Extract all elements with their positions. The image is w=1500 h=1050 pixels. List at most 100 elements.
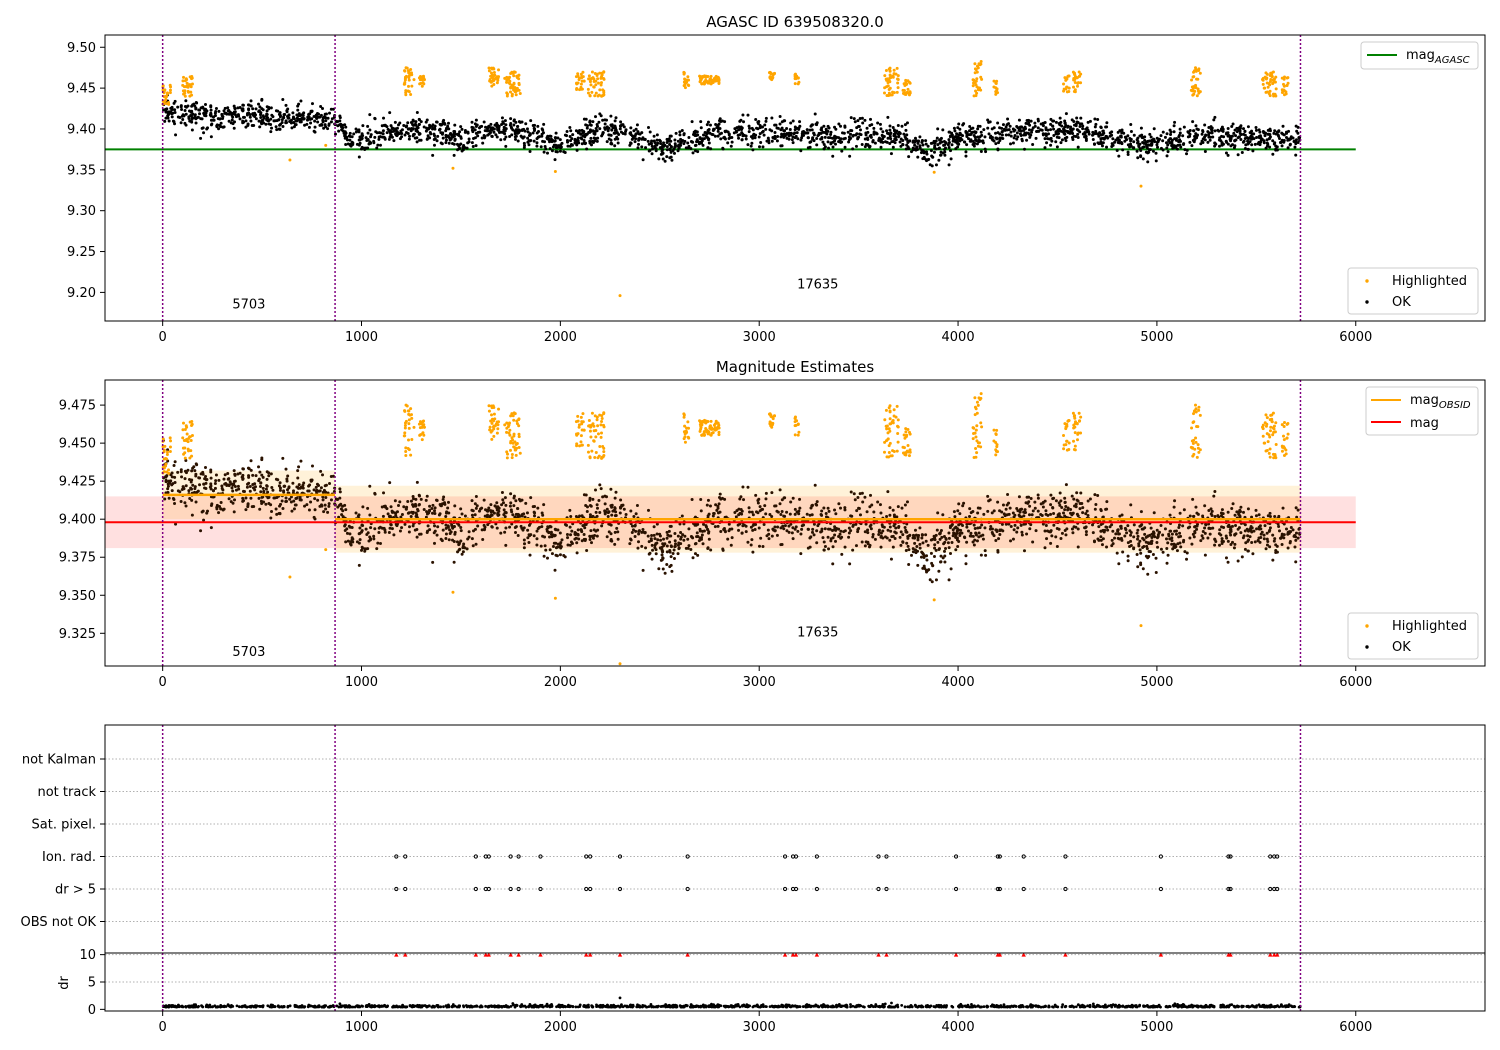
ok-point [211, 115, 215, 119]
ok-point [372, 537, 376, 541]
highlighted-point [980, 77, 984, 81]
ok-point [1096, 493, 1100, 497]
ok-point [582, 130, 586, 134]
ok-point [905, 143, 909, 147]
ok-point [388, 111, 392, 115]
ok-point [583, 135, 587, 139]
ok-point [1293, 145, 1297, 149]
ok-point [1172, 124, 1176, 128]
ok-point [348, 532, 352, 536]
ok-point [1268, 133, 1272, 137]
ok-point [1211, 135, 1215, 139]
ok-point [837, 136, 841, 140]
ok-point [1005, 128, 1009, 132]
highlighted-point [596, 81, 600, 85]
ok-point [665, 544, 669, 548]
ok-point [415, 110, 419, 114]
ok-point [1143, 135, 1147, 139]
ok-point [1126, 153, 1130, 157]
ok-point [969, 531, 973, 535]
ok-point [321, 120, 325, 124]
highlighted-point [907, 80, 911, 84]
ok-point [956, 509, 960, 513]
highlighted-point [975, 64, 979, 68]
ok-point [1060, 138, 1064, 142]
ok-point [377, 137, 381, 141]
ok-point [176, 470, 180, 474]
ok-point [1232, 146, 1236, 150]
ok-point [706, 130, 710, 134]
ok-point [1243, 133, 1247, 137]
ok-point [1004, 507, 1008, 511]
highlighted-point [884, 69, 888, 73]
highlighted-point [974, 79, 978, 83]
ok-point [1142, 538, 1146, 542]
highlighted-point [492, 71, 496, 75]
ok-point [766, 136, 770, 140]
ok-point [829, 130, 833, 134]
ok-point [1186, 130, 1190, 134]
ok-point [679, 531, 683, 535]
ok-point [453, 138, 457, 142]
ok-point [1063, 121, 1067, 125]
ok-point [1210, 509, 1214, 513]
ok-point [889, 137, 893, 141]
ok-point [441, 528, 445, 532]
highlighted-point [588, 80, 592, 84]
highlighted-point [182, 85, 186, 89]
ok-point [914, 139, 918, 143]
ok-point [756, 120, 760, 124]
ok-point [1065, 527, 1069, 531]
ok-point [198, 476, 202, 480]
ok-point [1081, 127, 1085, 131]
ok-point [186, 468, 190, 472]
ok-point [964, 554, 968, 558]
ok-point [918, 546, 922, 550]
ok-point [537, 129, 541, 133]
ok-point [1213, 490, 1217, 494]
ok-point [398, 500, 402, 504]
ok-point [889, 152, 893, 156]
ok-point [773, 123, 777, 127]
ok-point [947, 546, 951, 550]
ok-point [188, 119, 192, 123]
ok-point [695, 531, 699, 535]
ok-point [1025, 138, 1029, 142]
ok-point [891, 545, 895, 549]
legend-mag-agasc-sub: AGASC [1434, 55, 1470, 66]
ok-point [524, 122, 528, 126]
highlighted-point [288, 158, 292, 162]
highlighted-point [975, 77, 979, 81]
ok-point [1036, 496, 1040, 500]
ok-point [1168, 513, 1172, 517]
ok-point [190, 104, 194, 108]
ok-point [373, 116, 377, 120]
ok-point [1183, 550, 1187, 554]
ok-point [872, 132, 876, 136]
ok-point [886, 136, 890, 140]
ok-point [1072, 497, 1076, 501]
ok-point [691, 151, 695, 155]
ok-point [958, 512, 962, 516]
ok-point [1073, 504, 1077, 508]
ok-point [1243, 136, 1247, 140]
ok-point [831, 154, 835, 158]
ok-point [1022, 549, 1026, 553]
ok-point [1064, 504, 1068, 508]
ok-point [223, 106, 227, 110]
ok-point [939, 136, 943, 140]
ok-point [1154, 570, 1158, 574]
ok-point [1203, 150, 1207, 154]
ok-point [1258, 130, 1262, 134]
ok-point [569, 129, 573, 133]
ok-point [899, 543, 903, 547]
highlighted-point [888, 73, 892, 77]
highlighted-point [1268, 94, 1272, 98]
ok-point [585, 132, 589, 136]
ok-point [313, 497, 317, 501]
ok-point [643, 137, 647, 141]
ok-point [400, 128, 404, 132]
ok-point [1044, 128, 1048, 132]
highlighted-point [164, 98, 168, 102]
ok-point [296, 104, 300, 108]
